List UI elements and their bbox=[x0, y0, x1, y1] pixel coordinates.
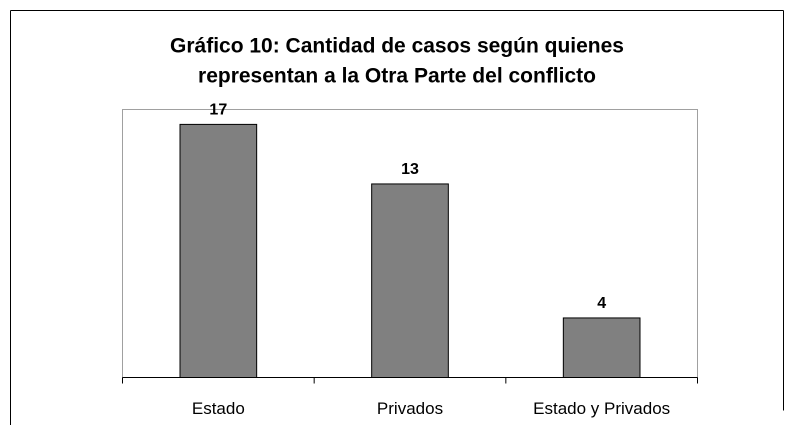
bar bbox=[562, 317, 641, 379]
chart-title: Gráfico 10: Cantidad de casos según quie… bbox=[170, 35, 624, 58]
x-tick-label: Estado bbox=[192, 399, 245, 418]
bar bbox=[179, 123, 258, 378]
data-label: 17 bbox=[209, 102, 227, 119]
frame bbox=[10, 10, 784, 425]
data-label: 13 bbox=[401, 161, 419, 178]
data-label: 4 bbox=[597, 295, 606, 312]
bar bbox=[371, 183, 449, 378]
x-tick-label: Privados bbox=[377, 399, 443, 418]
x-tick-label: Estado y Privados bbox=[533, 399, 670, 418]
chart-title: representan a la Otra Parte del conflict… bbox=[198, 65, 596, 88]
